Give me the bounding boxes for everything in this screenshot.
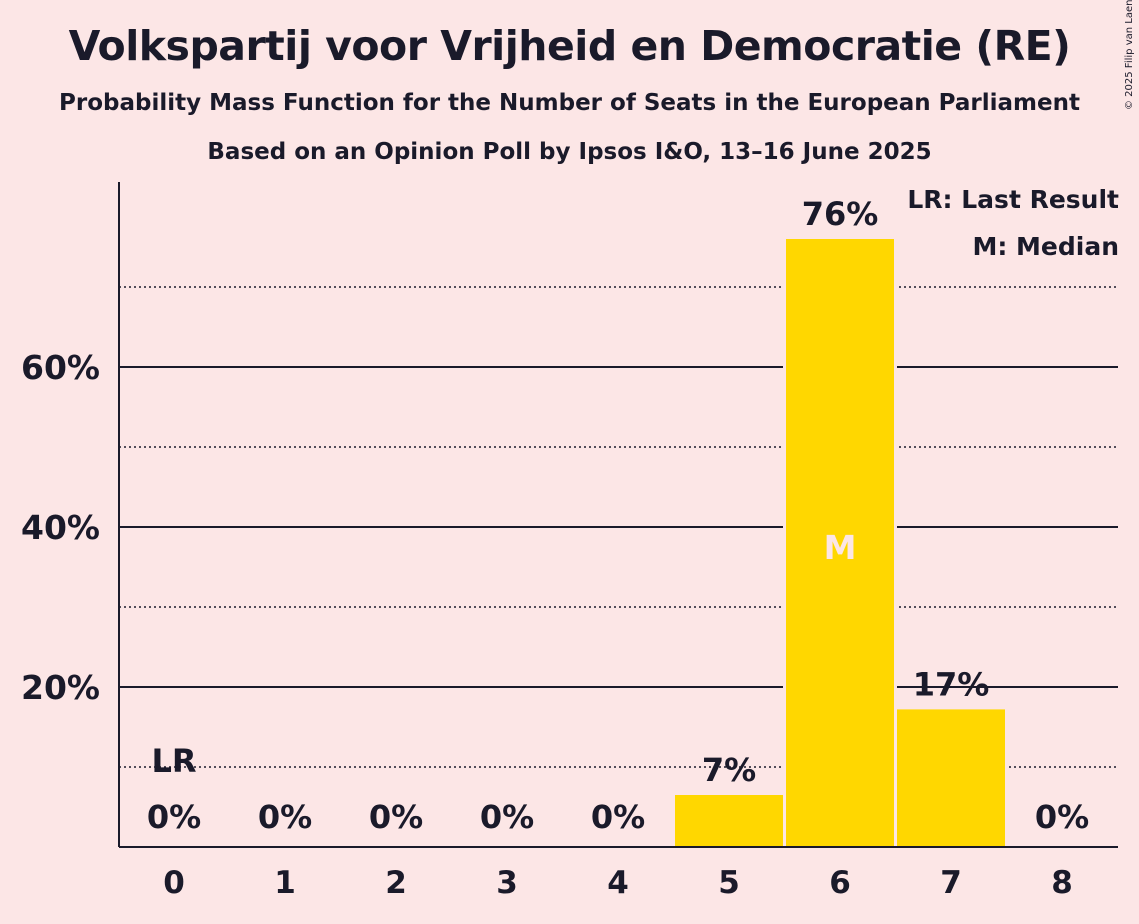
bar-seat-7 (897, 709, 1005, 847)
value-label: 17% (913, 665, 990, 703)
legend-last-result: LR: Last Result (907, 185, 1119, 214)
x-tick-label: 6 (829, 865, 851, 901)
value-label: 0% (147, 798, 201, 836)
bar-seat-6 (786, 239, 894, 847)
value-label: 76% (802, 195, 879, 233)
x-tick-label: 3 (496, 865, 518, 901)
chart-source: Based on an Opinion Poll by Ipsos I&O, 1… (207, 139, 932, 165)
x-tick-label: 4 (607, 865, 629, 901)
x-tick-label: 0 (163, 865, 185, 901)
chart-subtitle: Probability Mass Function for the Number… (59, 90, 1080, 116)
value-label: 0% (591, 798, 645, 836)
x-tick-label: 5 (718, 865, 740, 901)
value-label: 0% (1035, 798, 1089, 836)
x-tick-label: 8 (1051, 865, 1073, 901)
value-label: 0% (480, 798, 534, 836)
y-tick-label: 20% (21, 668, 100, 707)
value-label: 0% (258, 798, 312, 836)
legend-median: M: Median (972, 232, 1119, 261)
chart-title: Volkspartij voor Vrijheid en Democratie … (68, 22, 1071, 70)
value-label: 7% (702, 751, 756, 789)
bar-seat-5 (675, 795, 783, 847)
x-tick-label: 2 (385, 865, 407, 901)
x-tick-label: 1 (274, 865, 296, 901)
value-label: 0% (369, 798, 423, 836)
last-result-marker: LR (151, 742, 196, 780)
median-marker: M (824, 528, 857, 567)
x-tick-label: 7 (940, 865, 962, 901)
y-tick-label: 40% (21, 508, 100, 547)
y-tick-label: 60% (21, 348, 100, 387)
